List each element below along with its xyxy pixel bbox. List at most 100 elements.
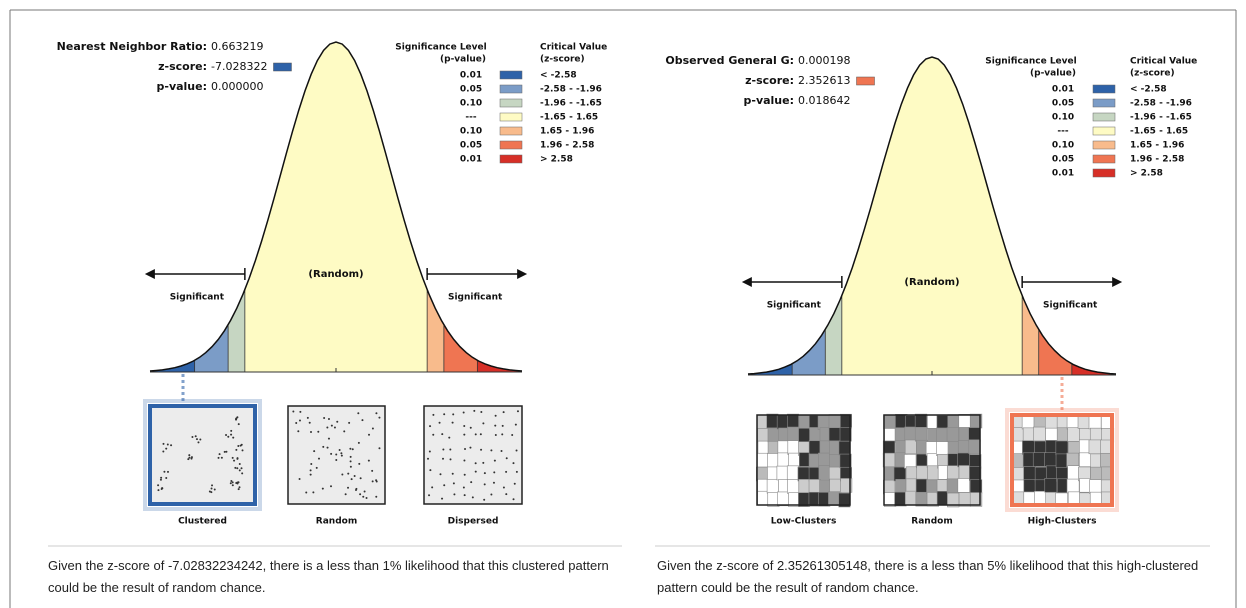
point xyxy=(464,448,467,451)
legend-swatch xyxy=(499,70,523,80)
legend-p-value: 0.10 xyxy=(1052,113,1074,123)
point xyxy=(295,421,298,424)
point xyxy=(505,493,508,496)
point xyxy=(199,438,202,441)
curve-band xyxy=(825,295,842,375)
point xyxy=(236,467,239,470)
stat-label: z-score: xyxy=(158,60,207,73)
point xyxy=(347,486,350,489)
pattern-label: Clustered xyxy=(178,517,227,527)
point xyxy=(166,470,169,473)
legend-subheader: (z-score) xyxy=(1130,69,1175,79)
point xyxy=(159,478,162,481)
point xyxy=(194,435,197,438)
map-region xyxy=(904,490,918,506)
map-region xyxy=(757,440,770,456)
map-region xyxy=(818,452,831,468)
legend-z-range: 1.96 - 2.58 xyxy=(540,141,594,151)
legend-z-range: 1.96 - 2.58 xyxy=(1130,155,1184,165)
thumbnail-border xyxy=(756,414,851,506)
legend-p-value: --- xyxy=(1057,127,1068,137)
point xyxy=(292,410,295,413)
point xyxy=(298,419,301,422)
point xyxy=(469,426,472,429)
map-region xyxy=(767,453,780,468)
map-region xyxy=(894,491,907,507)
curve-band xyxy=(150,360,195,372)
point xyxy=(350,478,353,481)
point xyxy=(162,450,165,453)
point xyxy=(344,493,347,496)
point xyxy=(483,483,486,486)
summary-text: Given the z-score of 2.35261305148, ther… xyxy=(657,558,1199,595)
pattern-label: High-Clusters xyxy=(1028,517,1097,527)
map-region xyxy=(829,454,842,469)
point xyxy=(170,444,173,447)
point xyxy=(190,457,193,460)
point xyxy=(349,447,352,450)
stat-value: 0.000000 xyxy=(211,80,264,93)
point xyxy=(217,456,220,459)
point xyxy=(515,449,518,452)
point xyxy=(367,459,370,462)
z-score-swatch xyxy=(273,62,292,72)
point xyxy=(362,495,365,498)
map-region xyxy=(1088,439,1102,455)
point xyxy=(208,490,211,493)
point xyxy=(330,452,333,455)
stat-label: z-score: xyxy=(745,74,794,87)
point xyxy=(502,486,505,489)
map-region xyxy=(957,440,971,455)
point xyxy=(429,469,432,472)
point xyxy=(442,457,445,460)
point xyxy=(449,458,452,461)
point xyxy=(349,455,352,458)
map-region xyxy=(1044,478,1058,493)
point xyxy=(480,448,483,451)
point xyxy=(505,457,508,460)
map-region xyxy=(914,427,928,442)
point xyxy=(335,453,338,456)
point xyxy=(187,458,190,461)
stat-value: 2.352613 xyxy=(798,74,851,87)
point xyxy=(359,493,362,496)
point xyxy=(231,484,234,487)
map-region xyxy=(936,441,949,456)
point xyxy=(218,453,221,456)
stat-value: -7.028322 xyxy=(211,60,267,73)
point xyxy=(237,423,240,426)
map-region xyxy=(958,465,971,480)
map-region xyxy=(838,440,851,456)
map-region xyxy=(787,413,799,429)
point xyxy=(463,494,466,497)
legend-z-range: -1.96 - -1.65 xyxy=(1130,113,1192,123)
legend-z-range: -1.96 - -1.65 xyxy=(540,99,602,109)
point xyxy=(165,476,168,479)
map-region xyxy=(1044,452,1057,467)
point xyxy=(378,416,381,419)
point xyxy=(432,413,435,416)
point xyxy=(494,434,497,437)
point xyxy=(432,433,435,436)
point xyxy=(327,418,330,421)
point xyxy=(299,410,302,413)
point xyxy=(371,427,374,430)
legend-p-value: 0.01 xyxy=(1052,85,1074,95)
map-region xyxy=(882,440,896,456)
legend-swatch xyxy=(499,126,523,136)
selection-glow xyxy=(143,399,262,511)
map-region xyxy=(828,427,841,442)
legend-p-value: 0.01 xyxy=(1052,169,1074,179)
map-region xyxy=(946,427,959,442)
point xyxy=(470,481,473,484)
curve-band xyxy=(748,363,793,375)
stat-value: 0.018642 xyxy=(798,94,851,107)
point xyxy=(368,433,371,436)
map-region xyxy=(1044,414,1058,430)
point xyxy=(494,414,497,417)
point xyxy=(505,470,508,473)
map-region xyxy=(916,465,929,480)
map-region xyxy=(957,478,970,493)
point xyxy=(348,421,351,424)
point xyxy=(157,489,160,492)
